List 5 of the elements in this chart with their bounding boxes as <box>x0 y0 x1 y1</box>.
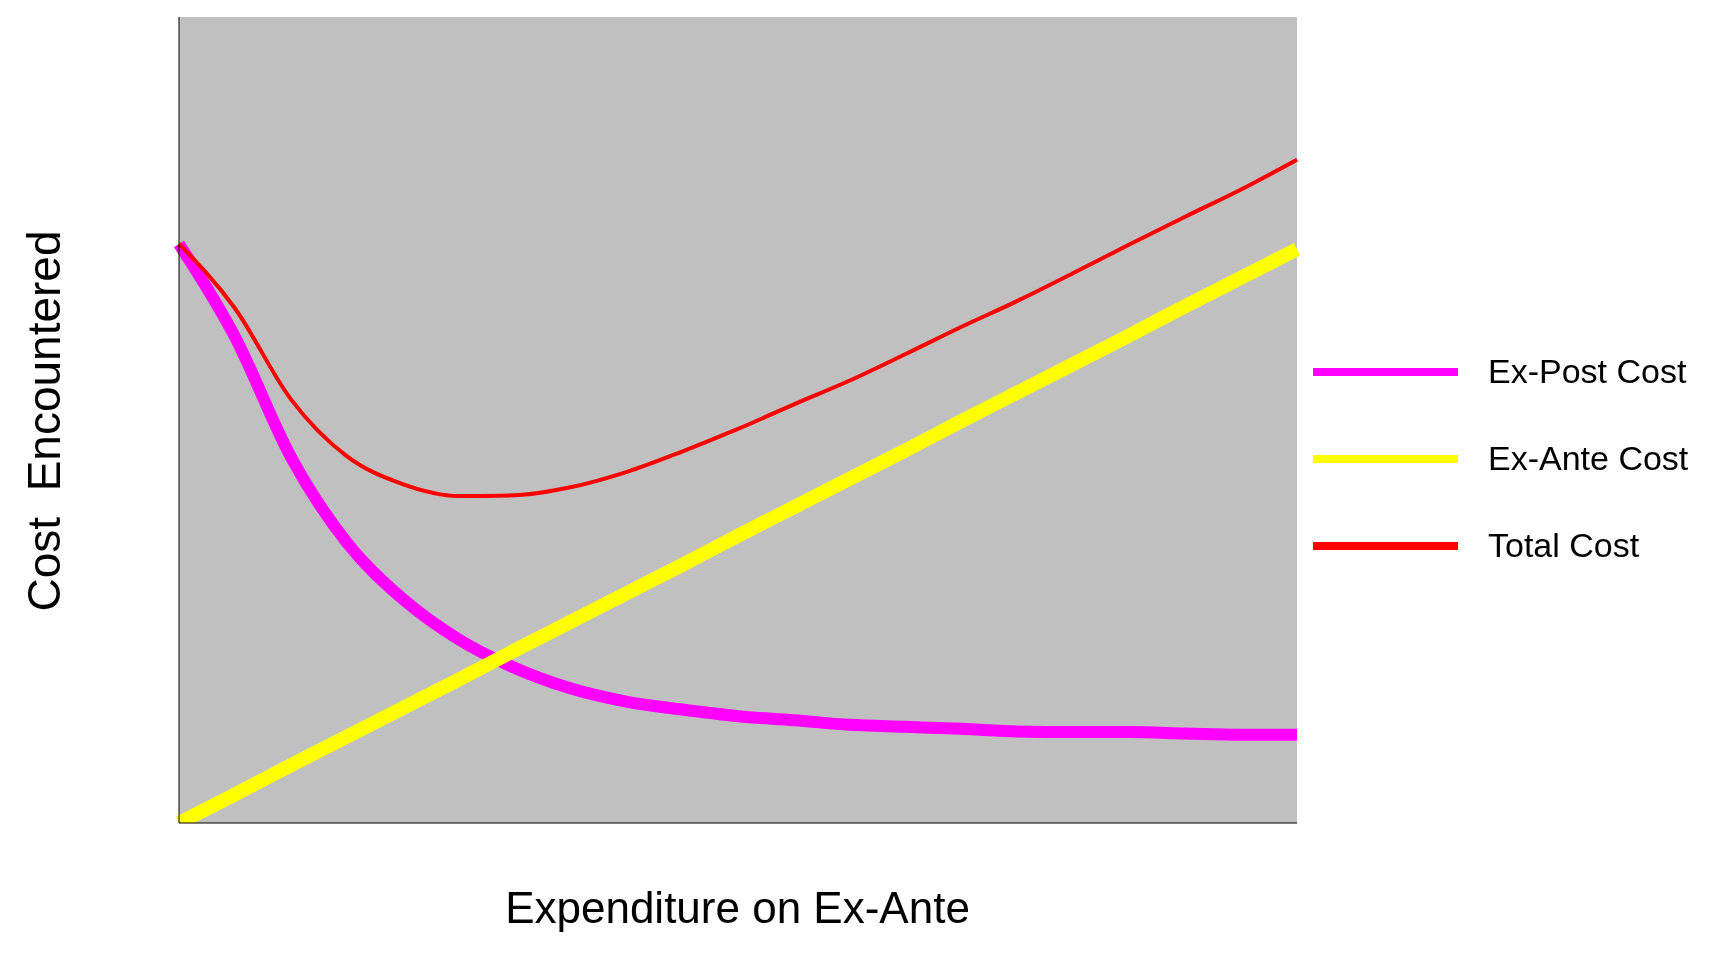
legend-label: Ex-Post Cost <box>1488 352 1687 391</box>
legend-label: Ex-Ante Cost <box>1488 439 1689 478</box>
x-axis-title: Expenditure on Ex-Ante <box>504 883 971 933</box>
legend-label: Total Cost <box>1488 526 1640 565</box>
y-axis-title: Cost Encountered <box>16 229 70 612</box>
